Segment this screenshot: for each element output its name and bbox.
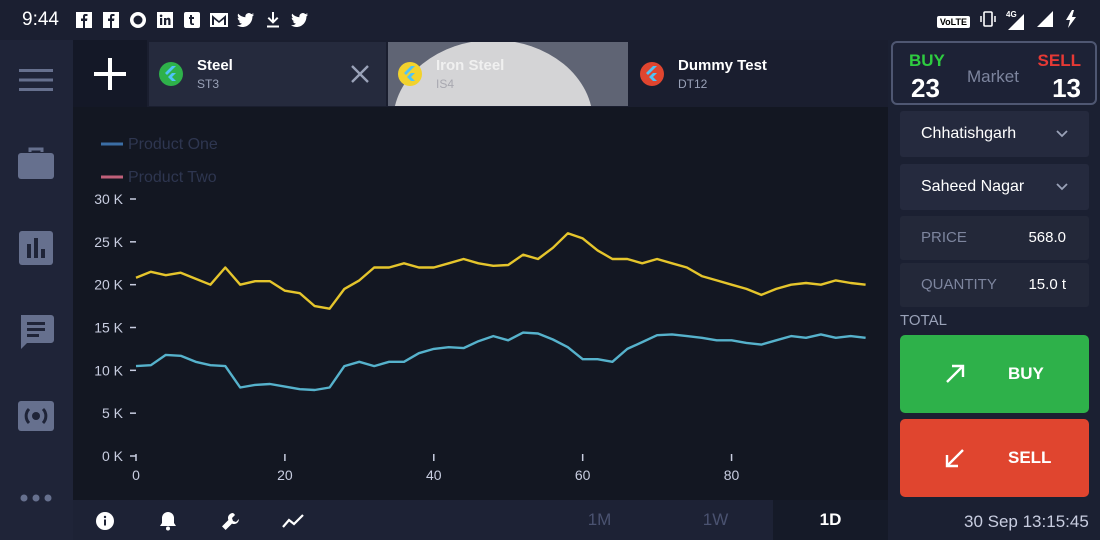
briefcase-icon[interactable] [18, 145, 54, 181]
quantity-field[interactable]: QUANTITY 15.0 t [900, 263, 1089, 307]
tab-title: Dummy Test [678, 57, 767, 74]
market-summary: BUY 23 Market SELL 13 [891, 41, 1097, 105]
more-icon[interactable] [18, 480, 54, 516]
status-time: 9:44 [22, 9, 59, 30]
current-datetime: 30 Sep 13:15:45 [964, 512, 1089, 531]
chart-toolbar: 1M 1W 1D [73, 500, 888, 540]
series-line-2 [135, 331, 866, 392]
market-sell-count: 13 [1052, 73, 1081, 103]
tumblr-icon [183, 11, 201, 29]
tab-title: Iron Steel [436, 57, 505, 74]
arrow-down-left-icon [944, 447, 966, 474]
tab-subtitle: IS4 [436, 77, 455, 91]
vibrate-icon [980, 10, 996, 33]
wrench-icon[interactable] [220, 510, 242, 532]
market-label: Market [967, 67, 1019, 86]
legend-label: Product One [128, 136, 218, 153]
y-tick-label: 30 K [94, 191, 123, 207]
tab-subtitle: ST3 [197, 77, 220, 91]
quantity-value: 15.0 t [1028, 276, 1066, 293]
broadcast-icon[interactable] [18, 398, 54, 434]
gmail-icon [209, 11, 228, 29]
legend-label: Product Two [128, 169, 217, 186]
trend-line-icon[interactable] [282, 510, 304, 532]
left-nav [0, 40, 73, 540]
bar-chart-icon[interactable] [18, 230, 54, 266]
area-select-value: Saheed Nagar [921, 178, 1025, 195]
market-sell-label: SELL [1037, 51, 1081, 70]
network-type: 4G [1006, 9, 1017, 19]
info-icon[interactable] [94, 510, 116, 532]
x-tick-label: 60 [575, 467, 591, 483]
add-tab-button[interactable] [73, 40, 147, 107]
total-label: TOTAL [900, 312, 947, 329]
sell-button-label: SELL [1008, 448, 1052, 467]
state-select[interactable]: Chhatishgarh [900, 111, 1089, 157]
state-select-value: Chhatishgarh [921, 125, 1017, 142]
range-1m-button[interactable]: 1M [587, 510, 612, 529]
y-tick-label: 15 K [94, 320, 123, 336]
price-field[interactable]: PRICE 568.0 [900, 216, 1089, 260]
linkedin-icon [156, 11, 174, 29]
chat-icon[interactable] [18, 313, 54, 349]
notification-icons [75, 11, 309, 29]
y-tick-label: 5 K [102, 405, 124, 421]
chevron-down-icon [1055, 126, 1069, 144]
press-ripple [394, 42, 592, 106]
x-tick-label: 0 [132, 467, 140, 483]
buy-button[interactable]: BUY [900, 335, 1089, 413]
facebook-icon [102, 11, 120, 29]
y-tick-label: 10 K [94, 362, 123, 378]
symbol-tabs: Steel ST3 Iron Steel IS4 Dummy Test DT12 [73, 40, 888, 107]
menu-icon[interactable] [18, 62, 54, 98]
order-panel: BUY 23 Market SELL 13 Chhatishgarh Sahee… [888, 40, 1100, 540]
facebook-icon [75, 11, 93, 29]
chevron-down-icon [1055, 179, 1069, 197]
x-tick-label: 40 [426, 467, 442, 483]
circle-app-icon [129, 11, 147, 29]
buy-button-label: BUY [1008, 364, 1044, 383]
signal-icon [1036, 10, 1054, 33]
price-value: 568.0 [1028, 229, 1066, 246]
twitter-icon [236, 11, 255, 29]
area-select[interactable]: Saheed Nagar [900, 164, 1089, 210]
system-icons: VoLTE 4G [936, 9, 1078, 33]
x-tick-label: 20 [277, 467, 293, 483]
plus-icon [94, 57, 126, 90]
battery-charging-icon [1064, 10, 1078, 33]
y-tick-label: 0 K [102, 448, 124, 464]
quantity-label: QUANTITY [921, 276, 997, 293]
twitter-icon [290, 11, 309, 29]
tab-title: Steel [197, 57, 233, 74]
tab-dummy-test[interactable]: Dummy Test DT12 [630, 42, 888, 106]
flutter-logo-icon [640, 62, 664, 86]
volte-badge: VoLTE [936, 15, 970, 28]
download-icon [264, 11, 282, 29]
close-icon[interactable] [350, 64, 370, 89]
sell-button[interactable]: SELL [900, 419, 1089, 497]
range-1w-button[interactable]: 1W [702, 510, 729, 529]
signal-4g-icon: 4G [1006, 9, 1026, 31]
flutter-logo-icon [398, 62, 422, 86]
market-buy-count: 23 [911, 73, 940, 103]
y-tick-label: 25 K [94, 234, 123, 250]
bell-icon[interactable] [157, 510, 179, 532]
tab-subtitle: DT12 [678, 77, 708, 91]
tab-steel[interactable]: Steel ST3 [149, 42, 386, 106]
series-line-1 [135, 232, 866, 310]
line-chart: Product One Product Two 0 K 5 K 10 K 15 K 20 K… [94, 136, 866, 483]
tab-iron-steel[interactable]: Iron Steel IS4 [388, 42, 628, 106]
y-tick-label: 20 K [94, 277, 123, 293]
range-1d-button[interactable]: 1D [773, 500, 888, 540]
price-label: PRICE [921, 229, 967, 246]
flutter-logo-icon [159, 62, 183, 86]
arrow-up-right-icon [944, 363, 966, 390]
x-tick-label: 80 [724, 467, 740, 483]
market-buy-label: BUY [909, 51, 945, 70]
status-bar: 9:44 VoLTE 4G [0, 0, 1100, 40]
price-chart[interactable]: Product One Product Two 0 K 5 K 10 K 15 K 20 K… [73, 107, 888, 500]
